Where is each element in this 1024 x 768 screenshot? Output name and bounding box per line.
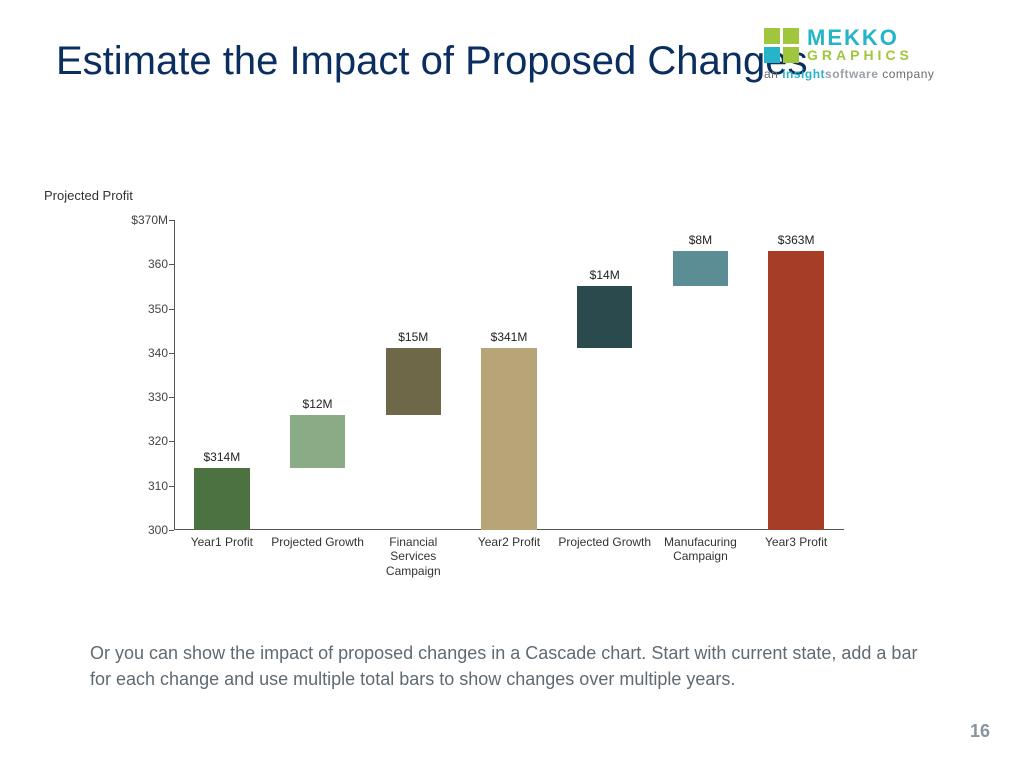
- bar-value-label: $15M: [365, 330, 461, 344]
- bar-value-label: $14M: [557, 268, 653, 282]
- page-number: 16: [970, 721, 990, 742]
- bar-value-label: $341M: [461, 330, 557, 344]
- bar-value-label: $8M: [653, 233, 749, 247]
- y-tick-mark: [169, 530, 174, 531]
- y-tick-label: 360: [148, 257, 168, 271]
- bar-value-label: $363M: [748, 233, 844, 247]
- y-tick-mark: [169, 353, 174, 354]
- bar-value-label: $314M: [174, 450, 270, 464]
- logo-text-line1: MEKKO: [807, 28, 913, 49]
- y-tick-mark: [169, 486, 174, 487]
- y-tick-mark: [169, 309, 174, 310]
- chart-y-axis-title: Projected Profit: [44, 188, 133, 203]
- page-title: Estimate the Impact of Proposed Changes: [56, 36, 808, 86]
- y-axis-line: [174, 220, 175, 530]
- y-tick-mark: [169, 397, 174, 398]
- bar: [768, 251, 824, 530]
- y-tick-label: 300: [148, 523, 168, 537]
- bar: [481, 348, 537, 530]
- x-category-label: Year3 Profit: [748, 535, 844, 549]
- body-paragraph: Or you can show the impact of proposed c…: [90, 640, 930, 692]
- y-tick-label: $370M: [131, 213, 168, 227]
- y-tick-label: 310: [148, 479, 168, 493]
- x-category-label: Year2 Profit: [461, 535, 557, 549]
- x-category-label: Financial Services Campaign: [365, 535, 461, 578]
- brand-logo: MEKKO GRAPHICS an insightsoftware compan…: [764, 28, 984, 98]
- logo-text-line2: GRAPHICS: [807, 49, 913, 62]
- bar: [673, 251, 729, 286]
- bar: [577, 286, 633, 348]
- y-tick-mark: [169, 220, 174, 221]
- y-tick-label: 340: [148, 346, 168, 360]
- bar: [386, 348, 442, 414]
- waterfall-chart: Projected Profit 300310320330340350360$3…: [44, 200, 954, 600]
- y-tick-label: 350: [148, 302, 168, 316]
- x-category-label: Manufacuring Campaign: [653, 535, 749, 564]
- bar-value-label: $12M: [270, 397, 366, 411]
- x-category-label: Year1 Profit: [174, 535, 270, 549]
- chart-plot-area: 300310320330340350360$370M$314M$12M$15M$…: [174, 220, 844, 530]
- x-category-label: Projected Growth: [557, 535, 653, 549]
- logo-mark-icon: [764, 28, 799, 63]
- y-tick-label: 330: [148, 390, 168, 404]
- y-tick-mark: [169, 264, 174, 265]
- x-category-label: Projected Growth: [270, 535, 366, 549]
- slide: Estimate the Impact of Proposed Changes …: [0, 0, 1024, 768]
- logo-subtitle: an insightsoftware company: [764, 67, 984, 81]
- y-tick-label: 320: [148, 434, 168, 448]
- y-tick-mark: [169, 441, 174, 442]
- bar: [290, 415, 346, 468]
- bar: [194, 468, 250, 530]
